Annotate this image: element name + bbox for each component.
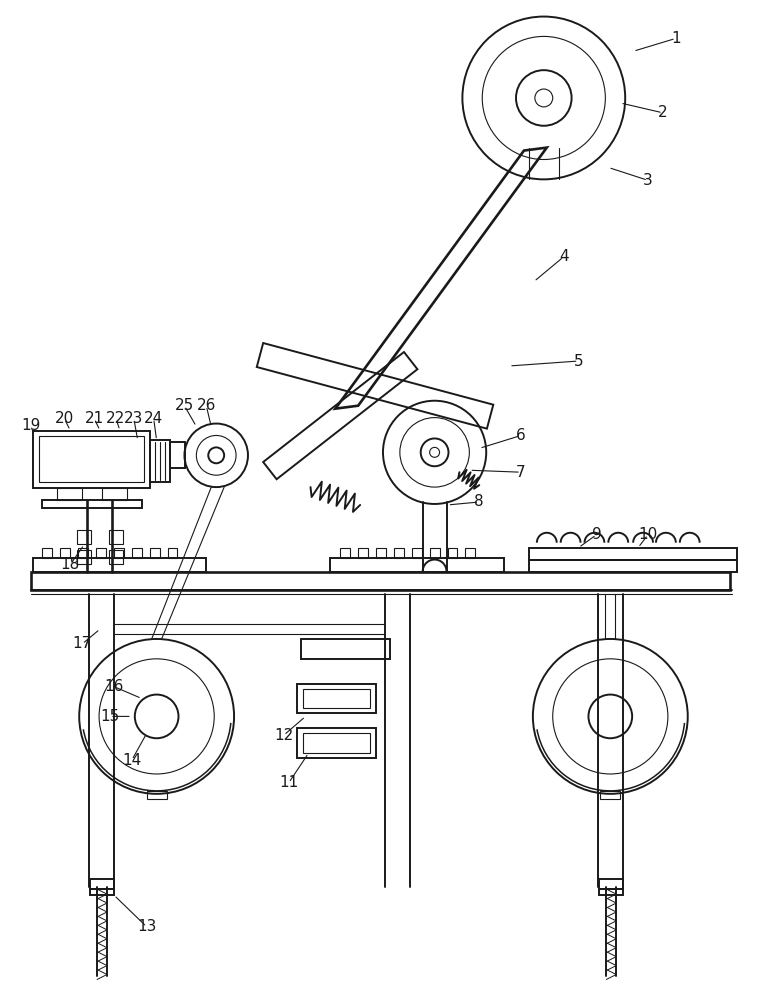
Bar (132, 548, 142, 558)
Text: 5: 5 (574, 354, 584, 369)
Text: 11: 11 (279, 775, 298, 790)
Bar (297, 684, 376, 713)
Bar (150, 440, 170, 482)
Bar (90, 879, 114, 889)
Bar (77, 550, 91, 564)
Bar (147, 791, 167, 799)
Bar (114, 548, 124, 558)
Bar (77, 530, 91, 544)
Bar (600, 889, 623, 895)
Bar (466, 548, 476, 558)
Bar (109, 530, 123, 544)
Bar (150, 548, 160, 558)
Text: 8: 8 (474, 494, 484, 509)
Bar (412, 548, 422, 558)
Text: 15: 15 (100, 709, 119, 724)
Text: 20: 20 (55, 411, 74, 426)
Bar (90, 889, 114, 895)
Bar (600, 879, 623, 889)
Text: 1: 1 (671, 31, 680, 46)
Text: 2: 2 (658, 105, 667, 120)
Bar (43, 500, 142, 508)
Bar (358, 548, 368, 558)
Text: 16: 16 (104, 679, 123, 694)
Bar (109, 550, 123, 564)
Bar (301, 639, 390, 659)
Text: 9: 9 (591, 527, 601, 542)
Bar (447, 548, 457, 558)
Bar (170, 442, 186, 468)
Bar (340, 548, 350, 558)
Bar (303, 689, 370, 708)
Bar (330, 558, 504, 572)
Bar (57, 488, 82, 500)
Bar (30, 572, 731, 590)
Bar (39, 436, 144, 482)
Bar (60, 548, 70, 558)
Text: 24: 24 (144, 411, 164, 426)
Text: 23: 23 (124, 411, 144, 426)
Bar (78, 548, 88, 558)
Bar (297, 728, 376, 758)
Bar (102, 488, 127, 500)
Text: 19: 19 (21, 418, 40, 433)
Bar (529, 548, 737, 560)
Text: 10: 10 (638, 527, 658, 542)
Text: 26: 26 (196, 398, 216, 413)
Text: 22: 22 (107, 411, 126, 426)
Text: 18: 18 (61, 557, 80, 572)
Text: 6: 6 (516, 428, 526, 443)
Bar (96, 548, 106, 558)
Text: 7: 7 (516, 465, 526, 480)
Text: 14: 14 (123, 753, 142, 768)
Bar (376, 548, 386, 558)
Bar (430, 548, 440, 558)
Text: 21: 21 (84, 411, 103, 426)
Bar (303, 733, 370, 753)
Text: 3: 3 (643, 173, 653, 188)
Text: 25: 25 (175, 398, 194, 413)
Bar (394, 548, 404, 558)
Bar (167, 548, 177, 558)
Bar (600, 791, 620, 799)
Text: 13: 13 (137, 919, 157, 934)
Text: 17: 17 (72, 636, 92, 651)
Bar (43, 548, 53, 558)
Bar (33, 558, 206, 572)
Bar (33, 431, 150, 488)
Text: 4: 4 (559, 249, 568, 264)
Bar (529, 560, 737, 572)
Text: 12: 12 (274, 728, 293, 743)
